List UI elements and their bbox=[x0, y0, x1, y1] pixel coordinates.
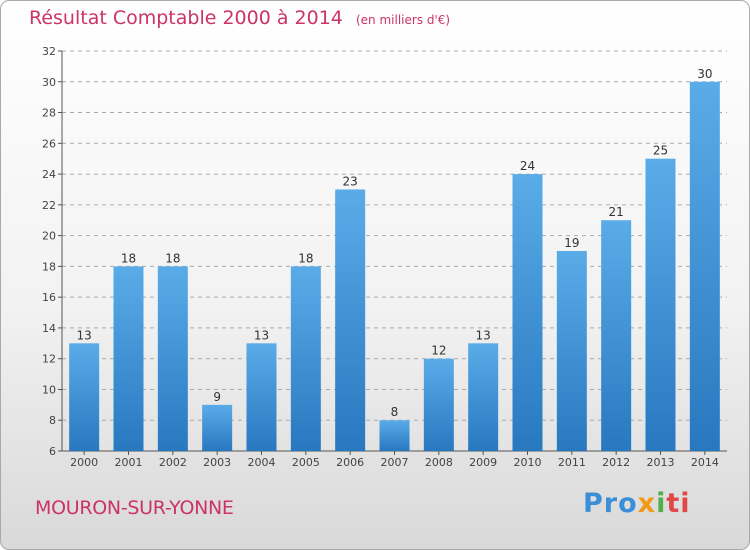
bar-2011 bbox=[556, 251, 587, 451]
bar-2003 bbox=[202, 404, 233, 451]
y-tick-label: 16 bbox=[42, 291, 56, 304]
y-tick-label: 26 bbox=[42, 137, 56, 150]
bar-2008 bbox=[423, 358, 454, 451]
y-tick-label: 24 bbox=[42, 168, 56, 181]
x-tick-label-2011: 2011 bbox=[558, 456, 586, 469]
y-tick-label: 30 bbox=[42, 76, 56, 89]
y-tick-label: 14 bbox=[42, 322, 56, 335]
bar-2007 bbox=[379, 420, 410, 451]
x-tick-label-2009: 2009 bbox=[469, 456, 497, 469]
bar-2002 bbox=[157, 266, 188, 451]
y-tick-label: 28 bbox=[42, 107, 56, 120]
city-name: MOURON-SUR-YONNE bbox=[35, 497, 234, 519]
y-tick-label: 18 bbox=[42, 260, 56, 273]
bar-2013 bbox=[645, 158, 676, 451]
x-tick-label-2012: 2012 bbox=[602, 456, 630, 469]
bar-2014 bbox=[689, 81, 720, 452]
bar-2009 bbox=[468, 343, 499, 451]
x-tick-label-2000: 2000 bbox=[70, 456, 98, 469]
value-label-2006: 23 bbox=[343, 174, 358, 188]
logo-part-2: x bbox=[637, 488, 657, 519]
bar-2012 bbox=[601, 220, 632, 451]
x-tick-label-2007: 2007 bbox=[381, 456, 409, 469]
value-label-2004: 13 bbox=[254, 328, 269, 342]
x-tick-label-2013: 2013 bbox=[647, 456, 675, 469]
value-label-2009: 13 bbox=[476, 328, 491, 342]
x-tick-label-2005: 2005 bbox=[292, 456, 320, 469]
value-label-2001: 18 bbox=[121, 251, 136, 265]
chart-subtitle: (en milliers d'€) bbox=[355, 13, 451, 27]
y-tick-label: 12 bbox=[42, 353, 56, 366]
bar-2006 bbox=[335, 189, 366, 451]
value-label-2003: 9 bbox=[213, 390, 221, 404]
logo-part-1: Pro bbox=[583, 488, 638, 519]
bar-2000 bbox=[69, 343, 100, 451]
y-tick-label: 22 bbox=[42, 199, 56, 212]
value-label-2010: 24 bbox=[520, 159, 535, 173]
bar-2001 bbox=[113, 266, 144, 451]
chart-title: Résultat Comptable 2000 à 2014 bbox=[29, 7, 343, 29]
bar-2010 bbox=[512, 174, 543, 452]
chart-title-block: Résultat Comptable 2000 à 2014 (en milli… bbox=[29, 7, 450, 29]
bar-2005 bbox=[290, 266, 321, 451]
value-label-2011: 19 bbox=[564, 236, 579, 250]
x-tick-label-2010: 2010 bbox=[514, 456, 542, 469]
value-label-2014: 30 bbox=[697, 67, 712, 81]
x-tick-label-2004: 2004 bbox=[248, 456, 276, 469]
value-label-2000: 13 bbox=[77, 328, 92, 342]
logo-part-3: i bbox=[656, 488, 667, 519]
x-tick-label-2001: 2001 bbox=[115, 456, 143, 469]
value-label-2007: 8 bbox=[391, 405, 399, 419]
value-label-2008: 12 bbox=[431, 344, 446, 358]
x-tick-label-2014: 2014 bbox=[691, 456, 719, 469]
logo-part-4: ti bbox=[666, 488, 691, 519]
x-tick-label-2008: 2008 bbox=[425, 456, 453, 469]
y-tick-label: 8 bbox=[49, 414, 56, 427]
value-label-2013: 25 bbox=[653, 144, 668, 158]
y-tick-label: 20 bbox=[42, 230, 56, 243]
labels: 6 8 10 12 14 16 18 20 22 24 26 28 30 32 13 2000 18 2001 18… bbox=[42, 45, 719, 469]
x-tick-label-2003: 2003 bbox=[203, 456, 231, 469]
value-label-2002: 18 bbox=[165, 251, 180, 265]
value-label-2012: 21 bbox=[609, 205, 624, 219]
value-label-2005: 18 bbox=[298, 251, 313, 265]
y-tick-label: 10 bbox=[42, 383, 56, 396]
proxiti-logo: Proxiti bbox=[583, 488, 691, 519]
y-tick-label: 32 bbox=[42, 45, 56, 58]
y-tick-label: 6 bbox=[49, 445, 56, 458]
x-tick-label-2002: 2002 bbox=[159, 456, 187, 469]
bars bbox=[69, 81, 720, 452]
bar-2004 bbox=[246, 343, 277, 451]
x-tick-label-2006: 2006 bbox=[336, 456, 364, 469]
